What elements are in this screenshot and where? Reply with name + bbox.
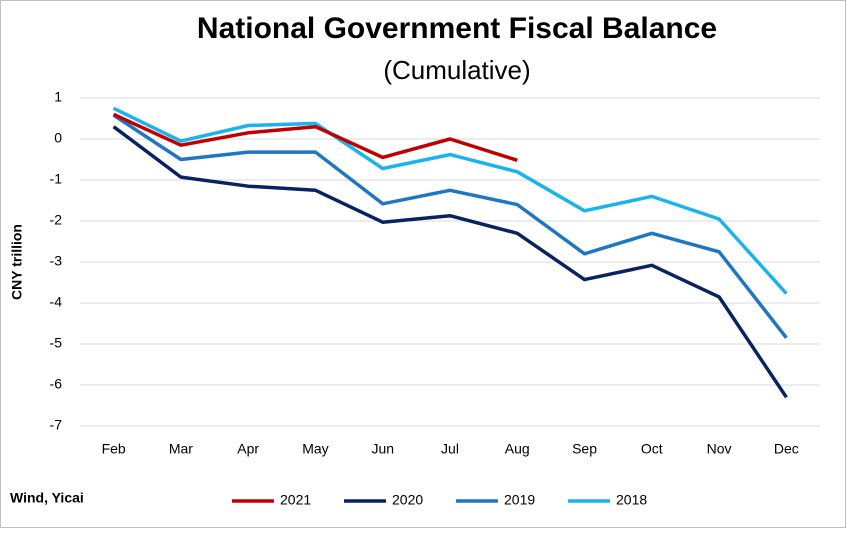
- y-axis-label: CNY trillion: [9, 224, 25, 300]
- legend-label: 2019: [504, 492, 535, 508]
- x-tick-label: May: [302, 441, 328, 457]
- y-tick-label: -4: [50, 294, 63, 310]
- chart-title: National Government Fiscal Balance: [197, 12, 717, 45]
- x-tick-label: Jul: [441, 441, 459, 457]
- x-tick-label: Sep: [572, 441, 597, 457]
- y-tick-label: -2: [50, 212, 63, 228]
- y-tick-label: 1: [54, 89, 62, 105]
- x-tick-label: Mar: [169, 441, 193, 457]
- series-line: [112, 106, 788, 295]
- y-tick-label: -3: [50, 253, 63, 269]
- y-tick-label: -7: [50, 417, 63, 433]
- x-tick-label: Dec: [774, 441, 799, 457]
- x-tick-label: Apr: [237, 441, 259, 457]
- y-tick-label: -6: [50, 376, 63, 392]
- chart-subtitle: (Cumulative): [383, 55, 530, 85]
- y-tick-label: 0: [54, 130, 62, 146]
- legend-label: 2018: [616, 492, 647, 508]
- x-tick-label: Feb: [102, 441, 126, 457]
- series-line: [112, 112, 518, 162]
- x-tick-label: Nov: [707, 441, 732, 457]
- y-tick-label: -5: [50, 335, 63, 351]
- x-tick-label: Aug: [505, 441, 530, 457]
- series-line: [112, 113, 788, 339]
- series-line: [112, 125, 788, 399]
- x-tick-label: Oct: [641, 441, 663, 457]
- source: Wind, Yicai: [10, 490, 84, 506]
- y-tick-label: -1: [50, 171, 63, 187]
- legend-label: 2020: [392, 492, 423, 508]
- x-tick-label: Jun: [371, 441, 394, 457]
- legend-label: 2021: [280, 492, 311, 508]
